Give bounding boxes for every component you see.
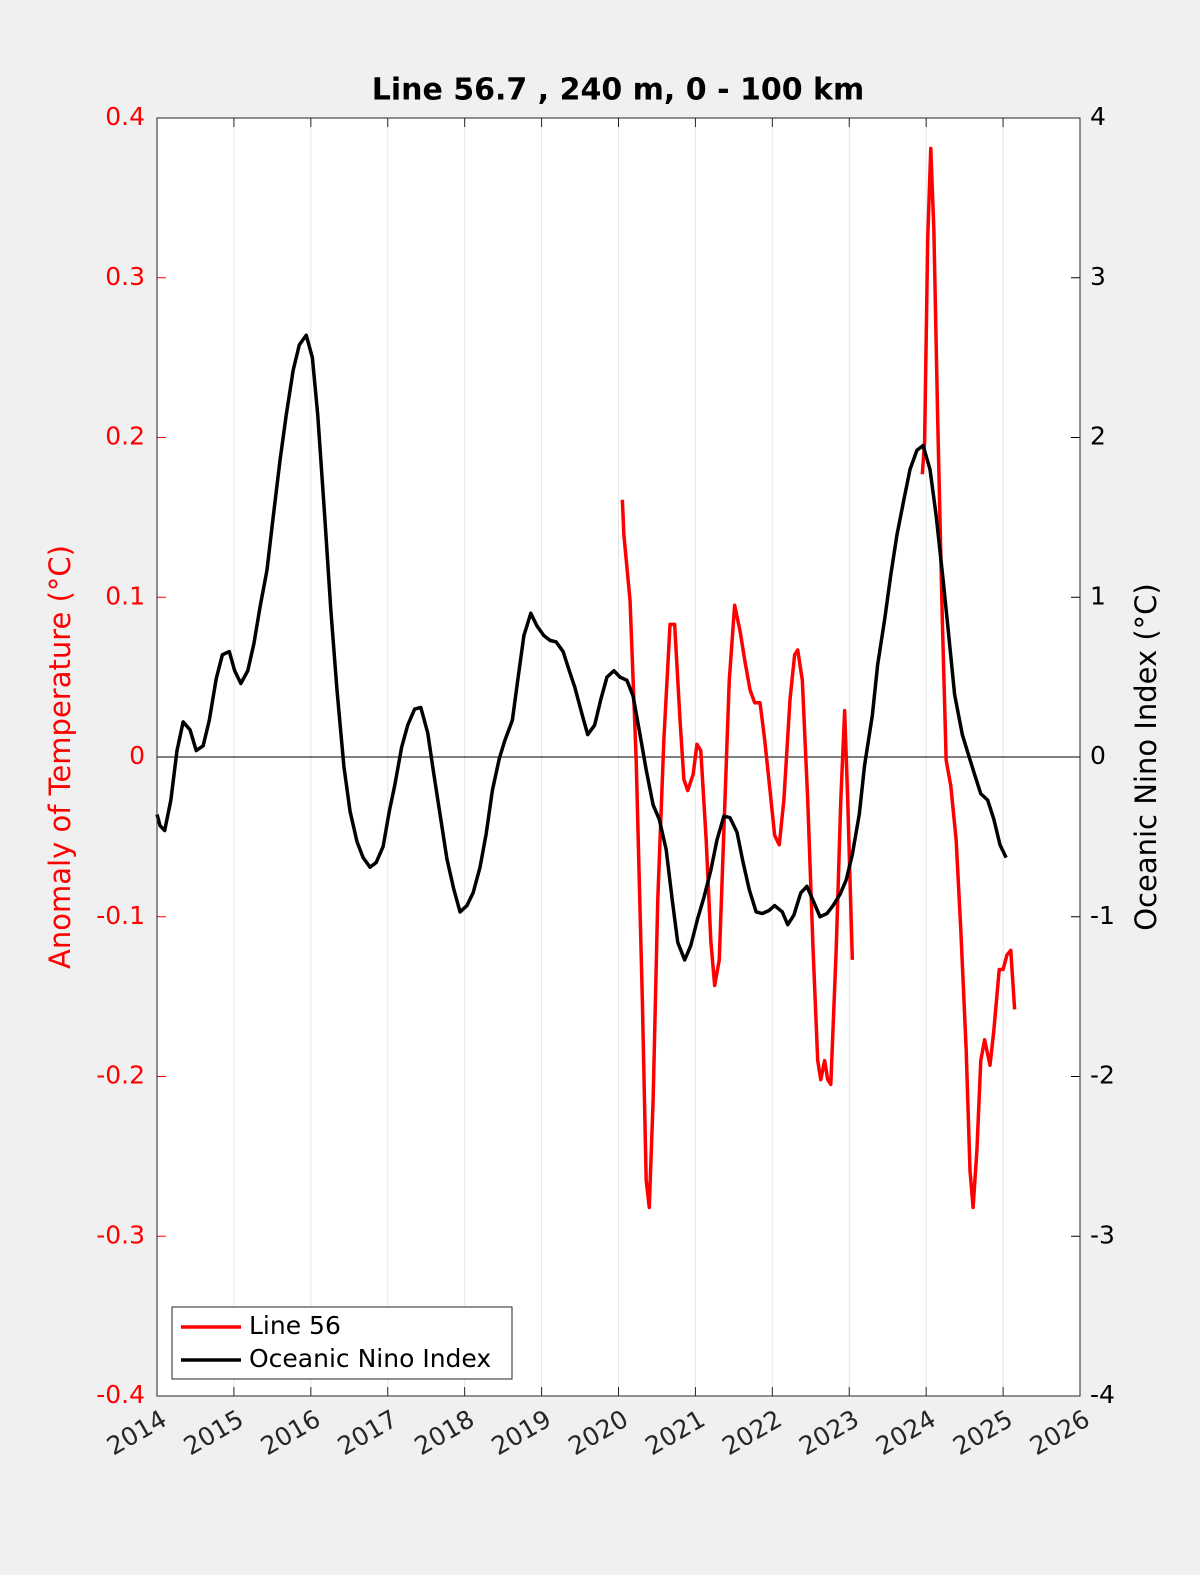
x-tick-label: 2017 (333, 1404, 403, 1461)
x-tick-label: 2026 (1025, 1404, 1095, 1461)
x-tick-label: 2021 (640, 1404, 710, 1461)
x-tick-label: 2022 (717, 1404, 787, 1461)
y2-axis-label: Oceanic Nino Index (°C) (1129, 583, 1163, 931)
x-tick-label: 2015 (179, 1404, 249, 1461)
axes-box (156, 117, 1081, 1397)
y-tick-label: 0.4 (105, 102, 145, 131)
y-tick-label: 0 (129, 741, 145, 770)
y-tick-label: -0.1 (96, 901, 145, 930)
x-tick-label: 2024 (871, 1404, 941, 1461)
y-tick-label: -0.3 (96, 1220, 145, 1249)
y-tick-label: -0.4 (96, 1380, 145, 1409)
x-tick-label: 2023 (794, 1404, 864, 1461)
y-tick-label: 0.2 (105, 422, 145, 451)
y2-tick-label: 2 (1090, 422, 1106, 451)
y2-tick-label: -4 (1090, 1380, 1115, 1409)
line (155, 333, 1008, 962)
y-axis-label: Anomaly of Temperature (°C) (43, 545, 77, 969)
legend-label: Oceanic Nino Index (249, 1344, 491, 1373)
line (620, 146, 1017, 1210)
legend-label: Line 56 (249, 1311, 341, 1340)
x-tick-label: 2018 (410, 1404, 480, 1461)
y2-tick-label: 3 (1090, 262, 1106, 291)
y-tick-label: 0.1 (105, 581, 145, 610)
y-tick-label: 0.3 (105, 262, 145, 291)
y2-tick-label: -3 (1090, 1220, 1115, 1249)
y2-tick-label: -2 (1090, 1061, 1115, 1090)
y2-tick-label: 0 (1090, 741, 1106, 770)
x-tick-label: 2014 (102, 1404, 172, 1461)
x-tick-label: 2025 (948, 1404, 1018, 1461)
chart-title: Line 56.7 , 240 m, 0 - 100 km (372, 73, 865, 108)
legend-box (171, 1306, 513, 1380)
y2-tick-label: 4 (1090, 102, 1106, 131)
x-tick-label: 2020 (563, 1404, 633, 1461)
x-tick-label: 2016 (256, 1404, 326, 1461)
y2-tick-label: 1 (1090, 581, 1106, 610)
y-tick-label: -0.2 (96, 1061, 145, 1090)
y2-tick-label: -1 (1090, 901, 1115, 930)
x-tick-label: 2019 (486, 1404, 556, 1461)
